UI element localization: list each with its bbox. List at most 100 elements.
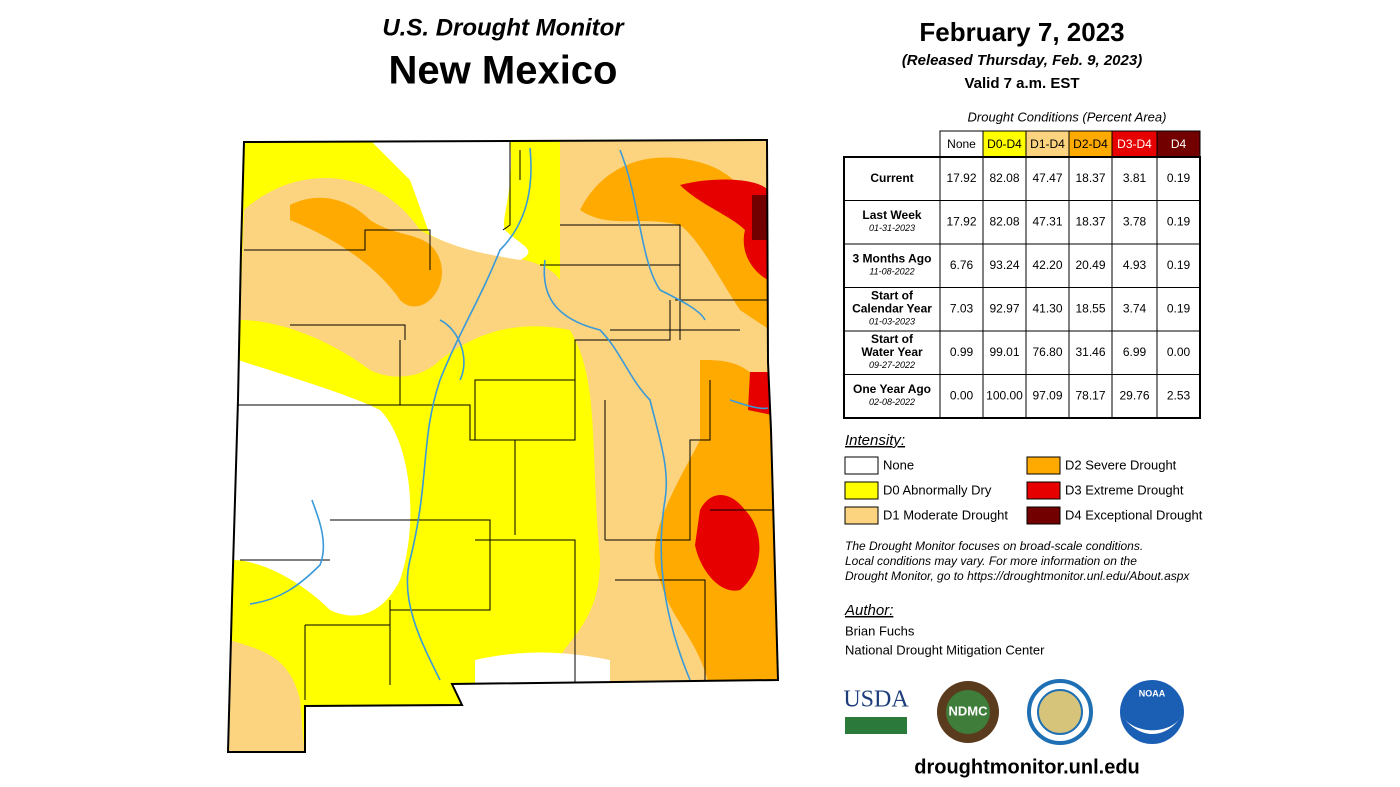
column-label: D4 [1171, 137, 1187, 151]
legend-label: D0 Abnormally Dry [883, 482, 992, 497]
cell-value: 3.74 [1123, 301, 1147, 315]
cell-value: 20.49 [1075, 258, 1105, 272]
cell [982, 200, 1027, 245]
column-label: None [947, 137, 976, 151]
column-label: D0-D4 [987, 137, 1022, 151]
row-label: Last Week [862, 208, 921, 222]
cell-value: 0.19 [1167, 301, 1191, 315]
legend-label: D2 Severe Drought [1065, 457, 1177, 472]
legend-title: Intensity: [845, 432, 905, 449]
cell [1025, 156, 1070, 201]
cell-value: 99.01 [989, 345, 1019, 359]
note-line: The Drought Monitor focuses on broad-sca… [845, 539, 1143, 553]
cell-value: 31.46 [1075, 345, 1105, 359]
row-date: 09-27-2022 [869, 360, 915, 370]
cell [1068, 374, 1113, 419]
legend-swatch [844, 481, 879, 500]
cell-value: 92.97 [989, 301, 1019, 315]
column-header [939, 130, 984, 158]
note: The Drought Monitor focuses on broad-sca… [845, 539, 1190, 583]
legend-label: D4 Exceptional Drought [1065, 507, 1203, 522]
row-label: Water Year [861, 345, 923, 359]
cell-value: 18.55 [1075, 301, 1105, 315]
column-label: D3-D4 [1117, 137, 1152, 151]
row-date: 02-08-2022 [869, 397, 915, 407]
cell-value: 93.24 [989, 258, 1019, 272]
cell-value: 78.17 [1075, 388, 1105, 402]
cell [939, 243, 984, 288]
doc-core [1037, 689, 1083, 735]
row-label-cell [843, 156, 941, 201]
noaa-bird [1122, 716, 1182, 734]
logo-ndmc: NDMC [949, 703, 989, 718]
cell-value: 82.08 [989, 171, 1019, 185]
column-label: D2-D4 [1073, 137, 1108, 151]
cell [982, 243, 1027, 288]
cell [1068, 200, 1113, 245]
cell-value: 4.93 [1123, 258, 1147, 272]
cell-value: 2.53 [1167, 388, 1191, 402]
cell-value: 47.31 [1032, 214, 1062, 228]
cell [1156, 243, 1201, 288]
usda-band [845, 717, 907, 734]
cell [1025, 243, 1070, 288]
cell-value: 0.99 [950, 345, 974, 359]
cell [939, 374, 984, 419]
legend-label: D3 Extreme Drought [1065, 482, 1184, 497]
row-label-cell [843, 374, 941, 419]
cell-value: 0.19 [1167, 258, 1191, 272]
released: (Released Thursday, Feb. 9, 2023) [902, 52, 1142, 69]
cell [1111, 287, 1158, 332]
cell-value: 17.92 [946, 171, 976, 185]
cell [1025, 330, 1070, 375]
cell-value: 29.76 [1119, 388, 1149, 402]
map [228, 140, 778, 752]
logo-noaa: NOAA [1139, 688, 1166, 698]
table-caption: Drought Conditions (Percent Area) [968, 109, 1167, 124]
table-border [843, 156, 1201, 419]
ndmc-core [946, 690, 990, 734]
cell [1068, 330, 1113, 375]
valid: Valid 7 a.m. EST [964, 75, 1079, 92]
row-date: 11-08-2022 [869, 267, 914, 277]
cell-value: 0.00 [1167, 345, 1191, 359]
row-label: Current [870, 171, 913, 185]
logos: USDA NDMC NOAA [843, 679, 1184, 745]
cell-value: 41.30 [1032, 301, 1062, 315]
logo-usda: USDA [843, 687, 909, 713]
series-title: U.S. Drought Monitor [382, 14, 625, 41]
author-name: Brian Fuchs [845, 623, 915, 638]
date: February 7, 2023 [919, 17, 1124, 47]
legend-label: D1 Moderate Drought [883, 507, 1008, 522]
cell [1068, 243, 1113, 288]
row-label: 3 Months Ago [853, 251, 932, 265]
cell [1068, 287, 1113, 332]
cell-value: 6.99 [1123, 345, 1147, 359]
cell-value: 0.00 [950, 388, 974, 402]
legend-swatch [844, 506, 879, 525]
cell-value: 18.37 [1075, 214, 1105, 228]
cell [1025, 200, 1070, 245]
cell [1111, 243, 1158, 288]
cell-value: 100.00 [986, 388, 1023, 402]
cell [982, 156, 1027, 201]
cell-value: 18.37 [1075, 171, 1105, 185]
row-label: One Year Ago [853, 382, 931, 396]
cell-value: 0.19 [1167, 214, 1191, 228]
cell-value: 3.81 [1123, 171, 1147, 185]
cell-value: 47.47 [1032, 171, 1062, 185]
state-outline [226, 138, 780, 753]
cell-value: 42.20 [1032, 258, 1062, 272]
legend-swatch [1026, 481, 1061, 500]
cell-value: 6.76 [950, 258, 974, 272]
row-date: 01-03-2023 [869, 317, 915, 327]
cell [1025, 374, 1070, 419]
column-header [1156, 130, 1201, 158]
cell-value: 0.19 [1167, 171, 1191, 185]
note-line: Local conditions may vary. For more info… [845, 554, 1137, 568]
cell-value: 17.92 [946, 214, 976, 228]
legend-swatch [1026, 506, 1061, 525]
cell [939, 287, 984, 332]
author-title: Author: [844, 602, 893, 619]
